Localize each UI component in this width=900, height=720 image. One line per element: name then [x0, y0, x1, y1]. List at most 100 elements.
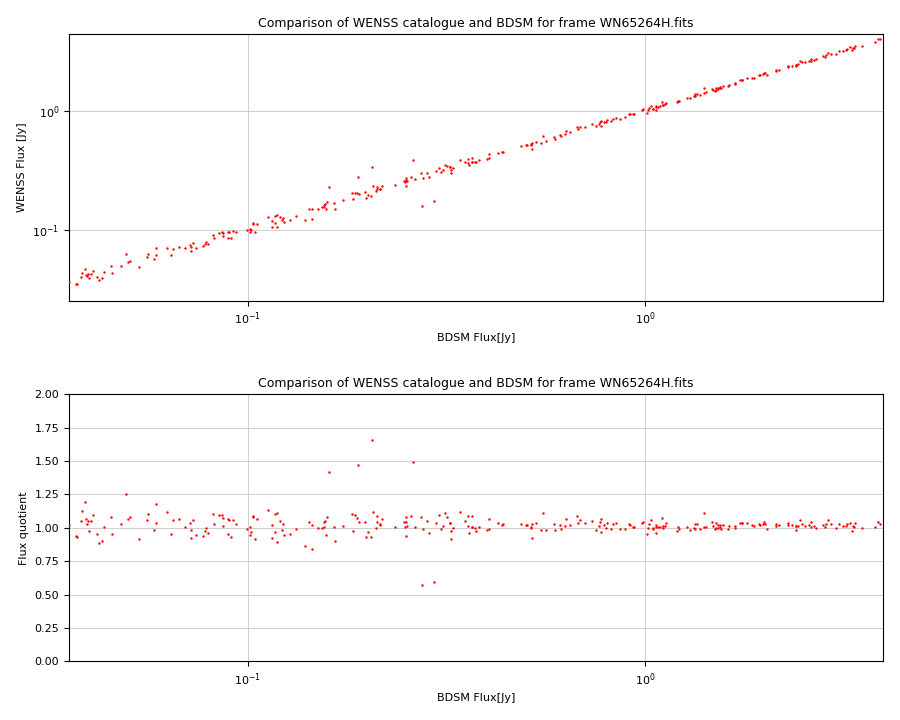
Point [599, 117, 614, 128]
Point [711, 519, 725, 531]
Point [655, 96, 670, 108]
Point [223, 233, 238, 244]
Point [248, 226, 262, 238]
Point [351, 171, 365, 182]
Point [656, 521, 670, 532]
Point [78, 513, 93, 525]
Point [871, 33, 886, 45]
Point [244, 526, 258, 538]
Point [529, 136, 544, 148]
Point [369, 522, 383, 534]
Point [634, 518, 649, 529]
Point [226, 225, 240, 237]
Point [819, 49, 833, 60]
Point [745, 72, 760, 84]
Point [74, 515, 88, 526]
Point [622, 518, 636, 529]
Point [706, 520, 720, 531]
Point [305, 519, 320, 531]
Point [121, 256, 135, 268]
Point [119, 487, 133, 499]
Point [617, 523, 632, 534]
Point [817, 521, 832, 533]
Point [147, 525, 161, 536]
Point [524, 521, 538, 533]
Point [345, 187, 359, 199]
Point [547, 131, 562, 143]
Point [682, 93, 697, 104]
Point [656, 99, 670, 111]
Point [525, 533, 539, 544]
Point [275, 524, 290, 536]
Point [388, 179, 402, 191]
Point [431, 509, 446, 521]
Point [789, 521, 804, 532]
Point [711, 83, 725, 94]
Point [266, 520, 280, 531]
Point [847, 40, 861, 52]
Point [298, 540, 312, 552]
Point [178, 521, 193, 532]
Point [275, 214, 290, 225]
Point [554, 519, 568, 531]
Point [373, 183, 387, 194]
Point [600, 518, 615, 529]
Point [92, 274, 106, 286]
Point [164, 249, 178, 261]
Point [649, 527, 663, 539]
Point [398, 176, 412, 188]
Point [319, 203, 333, 215]
Point [273, 212, 287, 223]
Point [216, 228, 230, 239]
Point [708, 84, 723, 96]
Point [318, 198, 332, 210]
Point [247, 217, 261, 229]
Point [267, 217, 282, 229]
Point [613, 113, 627, 125]
Point [795, 56, 809, 68]
Point [708, 522, 723, 534]
Point [400, 521, 414, 532]
Point [680, 92, 694, 104]
Point [405, 154, 419, 166]
Point [184, 245, 198, 256]
Point [547, 524, 562, 536]
Point [709, 517, 724, 528]
Point [554, 523, 568, 534]
Point [457, 156, 472, 168]
Point [317, 201, 331, 212]
Point [92, 537, 106, 549]
Point [119, 248, 133, 260]
Point [847, 517, 861, 528]
Point [346, 525, 360, 536]
Point [416, 523, 430, 535]
Point [525, 138, 539, 149]
Point [240, 523, 255, 535]
Point [428, 194, 442, 206]
Point [670, 526, 685, 537]
Point [185, 237, 200, 248]
Point [646, 103, 661, 114]
Point [558, 128, 572, 140]
Point [608, 112, 623, 123]
Point [793, 514, 807, 526]
Point [659, 96, 673, 108]
Point [807, 54, 822, 66]
Point [821, 48, 835, 59]
Point [480, 153, 494, 165]
Point [351, 189, 365, 200]
Point [571, 518, 585, 529]
Point [121, 513, 135, 525]
Point [436, 521, 450, 532]
Point [491, 517, 505, 528]
Point [698, 521, 713, 532]
Point [705, 83, 719, 94]
Point [465, 156, 480, 168]
Point [78, 263, 93, 274]
Point [524, 139, 538, 150]
Point [713, 521, 727, 532]
Point [261, 211, 275, 222]
Point [658, 520, 672, 531]
Point [697, 82, 711, 94]
Point [734, 517, 749, 528]
